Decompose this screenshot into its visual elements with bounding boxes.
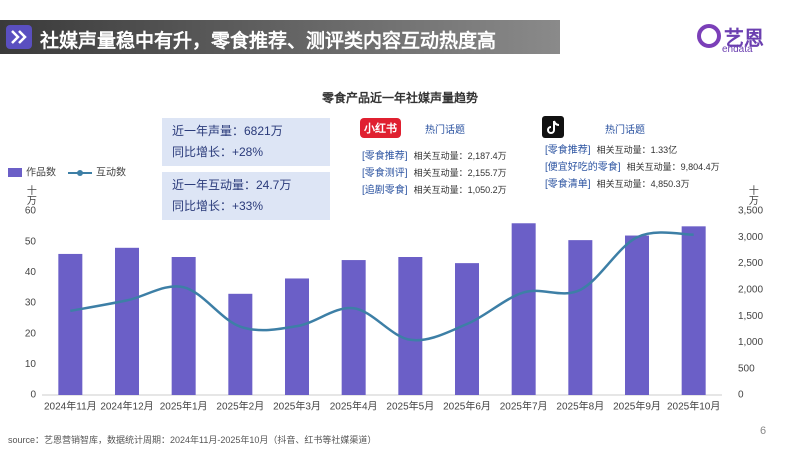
bar xyxy=(58,253,83,395)
bar xyxy=(568,240,593,395)
x-tick-label: 2025年9月 xyxy=(613,400,661,413)
y-tick-label: 30 xyxy=(25,298,37,309)
legend-swatch xyxy=(77,170,83,176)
topic-tag: [零食推荐] xyxy=(362,151,408,162)
y2-tick-label: 3,500 xyxy=(738,206,763,217)
highlight-text: 近一年声量：6821万 xyxy=(172,124,283,138)
topic-value: 相关互动量：2,155.7万 xyxy=(413,168,507,178)
x-tick-label: 2025年3月 xyxy=(273,400,321,413)
legend-label: 作品数 xyxy=(26,166,56,179)
bar xyxy=(285,278,309,395)
x-tick-label: 2025年1月 xyxy=(160,400,208,413)
x-tick-label: 2025年2月 xyxy=(216,400,264,413)
y-tick-label: 60 xyxy=(25,206,37,217)
topic-row: [零食测评] 相关互动量：2,155.7万 xyxy=(362,165,552,182)
page-number: 6 xyxy=(760,425,767,437)
logo-icon xyxy=(697,24,721,48)
douyin-logo xyxy=(542,116,564,138)
x-tick-label: 2025年10月 xyxy=(667,400,720,413)
x-tick-label: 2025年8月 xyxy=(556,400,604,413)
x-tick-label: 2024年11月 xyxy=(44,400,97,413)
line xyxy=(70,231,694,342)
topic-tag: [零食推荐] xyxy=(545,145,591,156)
topic-row: [便宜好吃的零食] 相关互动量：9,804.4万 xyxy=(545,159,735,176)
xhs-topics: [零食推荐] 相关互动量：2,187.4万 [零食测评] 相关互动量：2,155.7万… xyxy=(362,148,552,199)
y2-tick-label: 2,500 xyxy=(738,258,763,269)
y-axis-label: 十万 xyxy=(24,184,36,206)
bar xyxy=(625,235,649,395)
y-tick-label: 10 xyxy=(25,359,37,370)
y2-tick-label: 500 xyxy=(738,363,755,374)
bar xyxy=(228,293,253,395)
y2-tick-label: 0 xyxy=(738,390,744,401)
x-tick-label: 2025年7月 xyxy=(500,400,548,413)
y2-tick-label: 3,000 xyxy=(738,232,763,243)
topic-row: [零食清单] 相关互动量：4,850.3万 xyxy=(545,176,735,193)
title-bar xyxy=(0,20,560,54)
highlight-text: 近一年互动量：24.7万 xyxy=(172,178,292,192)
legend-label: 互动数 xyxy=(96,166,126,179)
x-tick-label: 2024年12月 xyxy=(100,400,153,413)
topic-tag: [零食测评] xyxy=(362,168,408,179)
topic-row: [零食推荐] 相关互动量：2,187.4万 xyxy=(362,148,552,165)
y2-axis-label: 十万 xyxy=(746,184,758,206)
topic-row: [零食推荐] 相关互动量：1.33亿 xyxy=(545,142,735,159)
y-tick-label: 50 xyxy=(25,236,37,247)
logo-cn: 艺恩 xyxy=(724,28,764,50)
topic-value: 相关互动量：2,187.4万 xyxy=(413,151,507,161)
topic-tag: [零食清单] xyxy=(545,179,591,190)
bar xyxy=(455,263,479,395)
douyin-heading: 热门话题 xyxy=(605,125,645,136)
x-tick-label: 2025年4月 xyxy=(330,400,378,413)
highlight-box: 近一年声量：6821万 同比增长：+28% xyxy=(162,118,330,166)
y2-tick-label: 1,500 xyxy=(738,311,763,322)
y-tick-label: 40 xyxy=(25,267,37,278)
highlight-box: 近一年互动量：24.7万 同比增长：+33% xyxy=(162,172,330,220)
bar xyxy=(681,226,706,395)
xhs-logo: 小红书 xyxy=(360,118,401,138)
x-tick-label: 2025年6月 xyxy=(443,400,491,413)
topic-value: 相关互动量：1.33亿 xyxy=(596,145,678,155)
topic-tag: [便宜好吃的零食] xyxy=(545,162,621,173)
topic-row: [追剧零食] 相关互动量：1,050.2万 xyxy=(362,182,552,199)
bar xyxy=(341,260,366,395)
y-tick-label: 20 xyxy=(25,328,37,339)
xhs-heading: 热门话题 xyxy=(425,125,465,136)
logo-en: endata xyxy=(722,44,753,55)
y2-tick-label: 1,000 xyxy=(738,337,763,348)
x-tick-label: 2025年5月 xyxy=(386,400,434,413)
bar xyxy=(511,223,536,395)
source: source：艺恩营销智库，数据统计周期：2024年11月-2025年10月（抖… xyxy=(8,435,377,445)
y-tick-label: 0 xyxy=(30,390,36,401)
bar xyxy=(398,257,423,395)
chart-title: 零食产品近一年社媒声量趋势 xyxy=(321,91,478,105)
title-icon xyxy=(6,25,32,49)
topic-value: 相关互动量：4,850.3万 xyxy=(596,179,690,189)
douyin-topics: [零食推荐] 相关互动量：1.33亿 [便宜好吃的零食] 相关互动量：9,804.4万… xyxy=(545,142,735,193)
topic-tag: [追剧零食] xyxy=(362,185,408,196)
bar xyxy=(115,247,139,395)
y2-tick-label: 2,000 xyxy=(738,284,763,295)
highlight-text: 同比增长：+28% xyxy=(172,145,264,159)
highlight-text: 同比增长：+33% xyxy=(172,199,264,213)
bar xyxy=(171,257,196,395)
page-title: 社媒声量稳中有升，零食推荐、测评类内容互动热度高 xyxy=(40,31,497,52)
topic-value: 相关互动量：9,804.4万 xyxy=(626,162,720,172)
legend-swatch xyxy=(8,168,22,177)
topic-value: 相关互动量：1,050.2万 xyxy=(413,185,507,195)
